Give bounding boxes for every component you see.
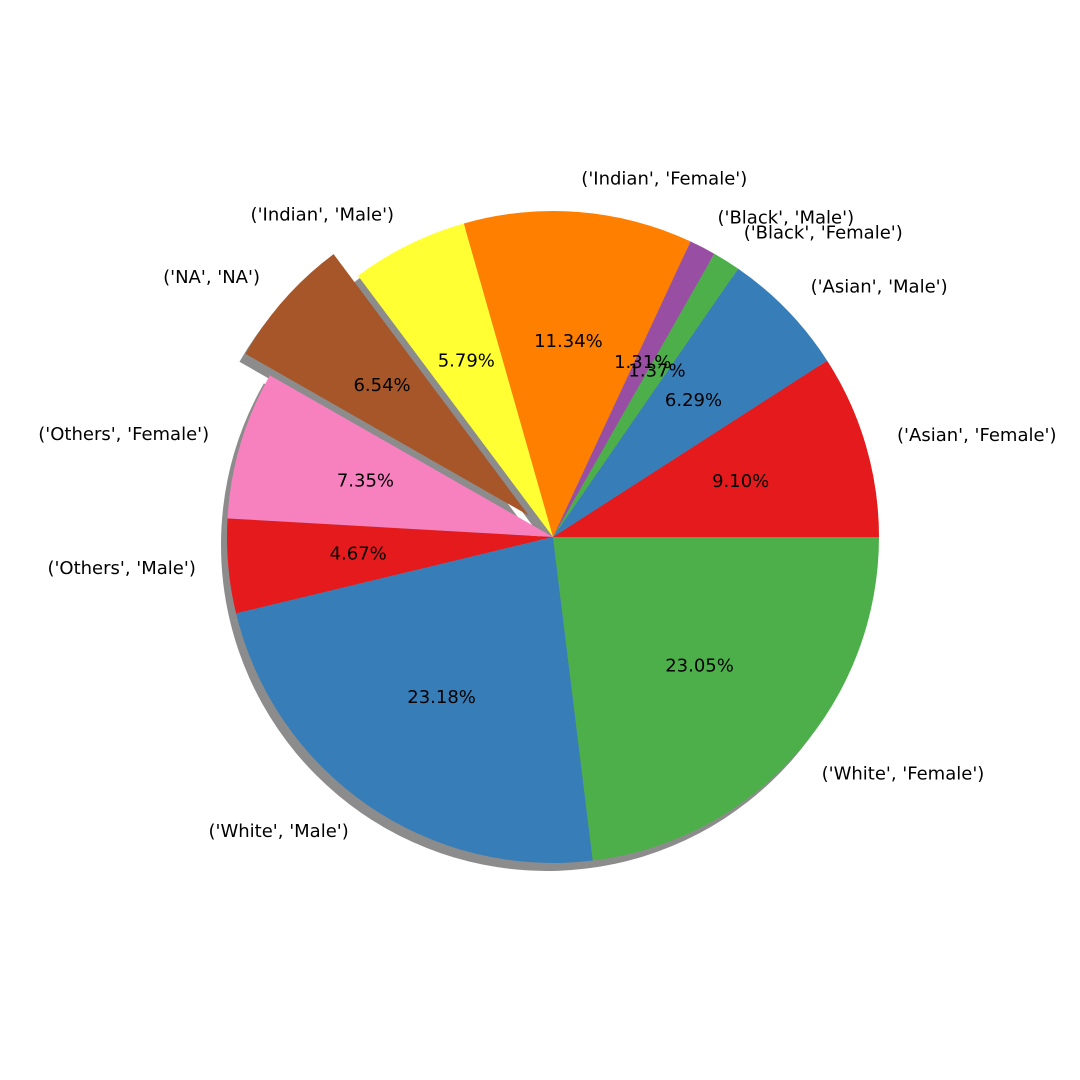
slice-label-others-male: ('Others', 'Male') [47,558,195,579]
percent-label-white-male: 23.18% [407,687,476,708]
slice-label-black-female: ('Black', 'Female') [744,222,903,243]
pie-slice-black-female [553,253,739,537]
slice-label-na-na: ('NA', 'NA') [163,267,260,288]
pie-slice-black-male [553,241,715,537]
slice-label-asian-male: ('Asian', 'Male') [811,277,948,298]
slice-label-others-female: ('Others', 'Female') [38,424,209,445]
slice-label-black-male: ('Black', 'Male') [717,207,854,228]
percent-label-indian-female: 11.34% [534,331,603,352]
pie-slice-asian-female [553,360,879,537]
slice-label-white-female: ('White', 'Female') [822,764,985,785]
pie-slice-asian-male [553,268,828,537]
pie-slice-white-female [553,537,879,861]
slice-label-indian-male: ('Indian', 'Male') [251,205,395,226]
percent-label-indian-male: 5.79% [438,351,495,372]
slice-layer [226,210,879,864]
percent-label-black-male: 1.31% [614,352,671,373]
pie-slice-others-male [226,518,553,614]
percent-label-others-female: 7.35% [337,470,394,491]
percent-label-white-female: 23.05% [665,656,734,677]
label-layer: ('Asian', 'Female') 9.10% ('Asian', 'Male'… [38,169,1056,842]
percent-label-asian-male: 6.29% [665,390,722,411]
pie-slice-others-female [227,375,553,537]
slice-label-indian-female: ('Indian', 'Female') [581,169,747,190]
slice-label-white-male: ('White', 'Male') [209,821,349,842]
percent-label-black-female: 1.37% [628,360,685,381]
pie-slice-na-na [245,254,529,516]
pie-slice-indian-female [463,210,691,537]
pie-slice-indian-male [358,223,553,538]
percent-label-na-na: 6.54% [353,375,410,396]
percent-label-asian-female: 9.10% [712,471,769,492]
slice-label-asian-female: ('Asian', 'Female') [897,425,1057,446]
percent-label-others-male: 4.67% [330,544,387,565]
pie-slice-white-male [236,537,593,864]
